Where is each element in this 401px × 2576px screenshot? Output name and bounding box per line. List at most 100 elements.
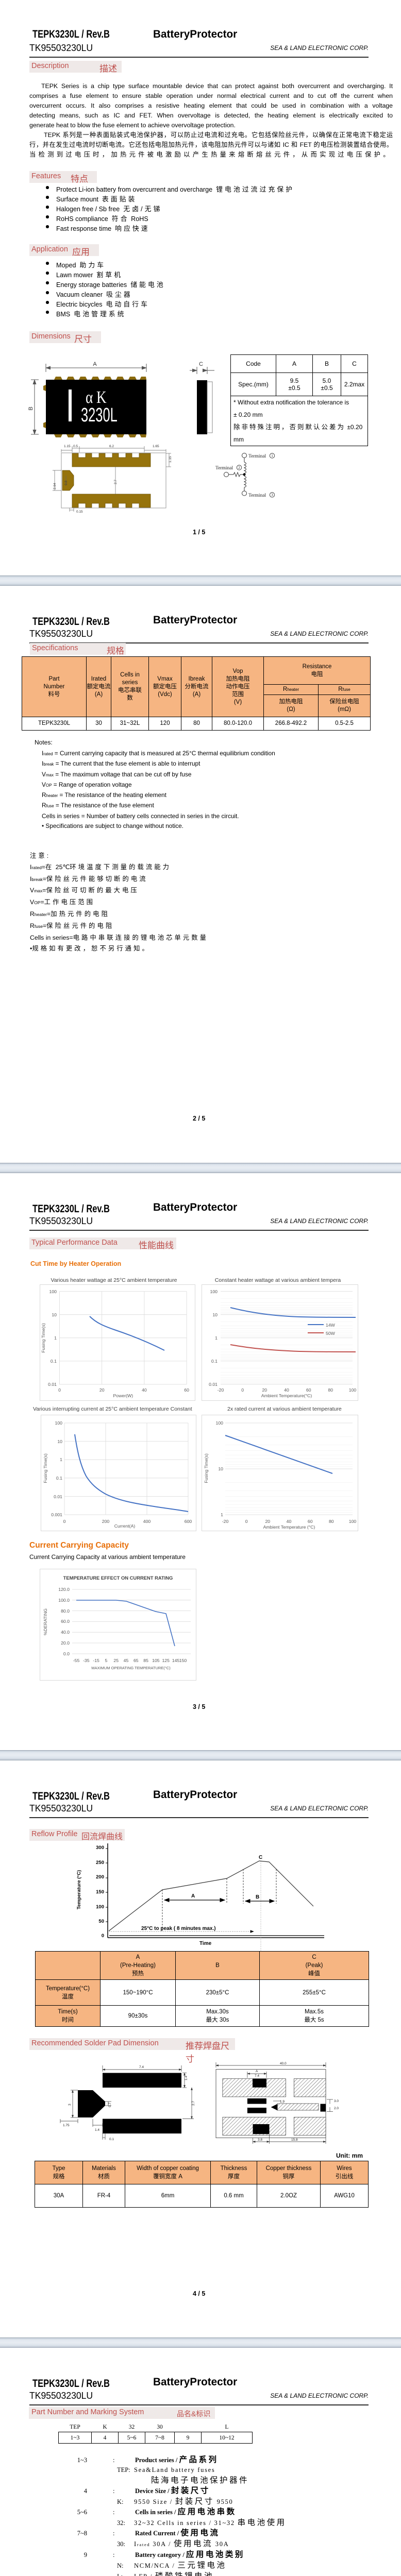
- svg-text:0.8: 0.8: [64, 481, 68, 485]
- svg-text:100: 100: [210, 1289, 218, 1294]
- svg-text:α K: α K: [86, 387, 107, 407]
- svg-text:0.1: 0.1: [109, 2138, 114, 2141]
- svg-text:1.15: 1.15: [64, 445, 71, 448]
- svg-text:600: 600: [185, 1519, 192, 1524]
- svg-text:-35: -35: [83, 1658, 90, 1663]
- svg-text:-15: -15: [93, 1658, 99, 1663]
- svg-text:0: 0: [63, 1519, 66, 1524]
- svg-text:3.8: 3.8: [258, 2138, 262, 2142]
- svg-text:25°C to peak ( 8 minutes max.): 25°C to peak ( 8 minutes max.): [141, 1926, 216, 1931]
- svg-text:2: 2: [238, 465, 240, 470]
- svg-text:2.64: 2.64: [53, 483, 57, 489]
- svg-text:100: 100: [349, 1519, 357, 1524]
- svg-text:14W: 14W: [326, 1323, 336, 1328]
- svg-text:50: 50: [98, 1919, 104, 1924]
- svg-text:2.7: 2.7: [192, 2101, 195, 2106]
- svg-text:0.01: 0.01: [209, 1382, 218, 1387]
- svg-text:0.0: 0.0: [63, 1651, 70, 1656]
- svg-text:Fusing Time(s): Fusing Time(s): [43, 1453, 48, 1483]
- svg-text:100: 100: [49, 1289, 57, 1294]
- svg-text:3: 3: [271, 493, 273, 497]
- svg-text:100: 100: [349, 1387, 357, 1393]
- svg-text:Various heater wattage at 25°C: Various heater wattage at 25°C ambient t…: [51, 1277, 177, 1283]
- svg-text:0: 0: [58, 1387, 61, 1393]
- svg-text:Terminal: Terminal: [248, 454, 266, 459]
- svg-text:1: 1: [221, 1512, 223, 1517]
- svg-text:45: 45: [124, 1658, 129, 1663]
- svg-text:%DERATING: %DERATING: [43, 1608, 48, 1635]
- svg-text:40.0: 40.0: [61, 1630, 70, 1635]
- svg-text:400: 400: [143, 1519, 151, 1524]
- svg-text:20: 20: [99, 1387, 105, 1393]
- svg-text:20.0: 20.0: [61, 1640, 70, 1646]
- svg-text:60.0: 60.0: [61, 1619, 70, 1624]
- svg-text:0.01: 0.01: [54, 1494, 62, 1499]
- svg-text:2.7: 2.7: [114, 480, 118, 484]
- svg-text:Constant heater wattage at var: Constant heater wattage at various ambie…: [215, 1277, 341, 1283]
- svg-text:1.65: 1.65: [153, 445, 159, 448]
- svg-text:A: A: [93, 361, 97, 367]
- svg-text:10: 10: [212, 1312, 218, 1317]
- svg-text:A: A: [191, 1893, 195, 1899]
- svg-text:Fusing Time(s): Fusing Time(s): [41, 1323, 46, 1353]
- svg-text:1: 1: [54, 1335, 57, 1341]
- svg-text:B: B: [256, 1894, 259, 1900]
- svg-text:0.1: 0.1: [56, 1476, 62, 1481]
- svg-text:Time: Time: [199, 1941, 212, 1946]
- svg-text:-55: -55: [73, 1658, 80, 1663]
- svg-text:Ambient Temperature (°C): Ambient Temperature (°C): [263, 1524, 315, 1530]
- svg-text:100: 100: [216, 1420, 224, 1426]
- svg-text:125: 125: [162, 1658, 170, 1663]
- svg-text:Terminal: Terminal: [215, 466, 233, 471]
- svg-text:200: 200: [102, 1519, 110, 1524]
- svg-text:0.7: 0.7: [108, 2103, 112, 2107]
- svg-text:60: 60: [184, 1387, 189, 1393]
- svg-text:60: 60: [306, 1387, 311, 1393]
- svg-text:10: 10: [52, 1312, 57, 1317]
- svg-text:100: 100: [96, 1904, 104, 1910]
- svg-text:85: 85: [143, 1658, 148, 1663]
- svg-text:120.0: 120.0: [58, 1587, 70, 1592]
- svg-text:0: 0: [241, 1387, 244, 1393]
- svg-text:300: 300: [96, 1845, 104, 1851]
- svg-text:Power(W): Power(W): [113, 1393, 133, 1398]
- svg-text:A: A: [256, 2070, 258, 2073]
- svg-text:7.4: 7.4: [255, 2074, 259, 2078]
- svg-text:-20: -20: [218, 1387, 224, 1393]
- svg-text:Various interrupting current a: Various interrupting current at 25°C amb…: [33, 1406, 192, 1412]
- svg-text:0: 0: [245, 1519, 248, 1524]
- svg-text:40: 40: [142, 1387, 147, 1393]
- svg-text:0: 0: [102, 1933, 104, 1939]
- svg-text:-20: -20: [222, 1519, 229, 1524]
- svg-text:10: 10: [57, 1439, 62, 1444]
- svg-text:C: C: [199, 361, 203, 367]
- svg-text:Ambient Temperature(°C): Ambient Temperature(°C): [261, 1393, 312, 1398]
- svg-text:100: 100: [55, 1420, 63, 1426]
- svg-text:0.5: 0.5: [73, 445, 78, 448]
- svg-text:40: 40: [284, 1387, 289, 1393]
- svg-text:1.15: 1.15: [169, 456, 172, 463]
- svg-text:40.0: 40.0: [280, 2062, 287, 2065]
- svg-text:105: 105: [152, 1658, 160, 1663]
- svg-text:6.2: 6.2: [109, 445, 114, 448]
- svg-text:1.75: 1.75: [63, 2124, 70, 2127]
- svg-text:150: 150: [96, 1889, 104, 1895]
- svg-text:1.4: 1.4: [95, 2128, 99, 2132]
- svg-text:250: 250: [96, 1860, 104, 1866]
- svg-text:2.0: 2.0: [334, 2107, 339, 2110]
- svg-text:3: 3: [68, 2104, 72, 2106]
- svg-text:150: 150: [179, 1658, 187, 1663]
- svg-text:15.8: 15.8: [291, 2138, 298, 2142]
- svg-text:40: 40: [287, 1519, 292, 1524]
- svg-text:7.4: 7.4: [139, 2065, 144, 2069]
- svg-text:2x rated current at various am: 2x rated current at various ambient temp…: [227, 1406, 342, 1412]
- svg-text:145: 145: [172, 1658, 180, 1663]
- svg-text:80.0: 80.0: [61, 1608, 70, 1614]
- svg-text:1.9: 1.9: [280, 2100, 285, 2104]
- svg-text:50W: 50W: [326, 1331, 336, 1336]
- svg-text:Terminal: Terminal: [248, 493, 266, 498]
- svg-text:Temperature (°C): Temperature (°C): [76, 1870, 82, 1909]
- svg-text:TEMPERATURE EFFECT ON CURRENT: TEMPERATURE EFFECT ON CURRENT RATING: [63, 1575, 173, 1581]
- svg-text:0.01: 0.01: [48, 1382, 57, 1387]
- svg-text:0.001: 0.001: [51, 1512, 62, 1517]
